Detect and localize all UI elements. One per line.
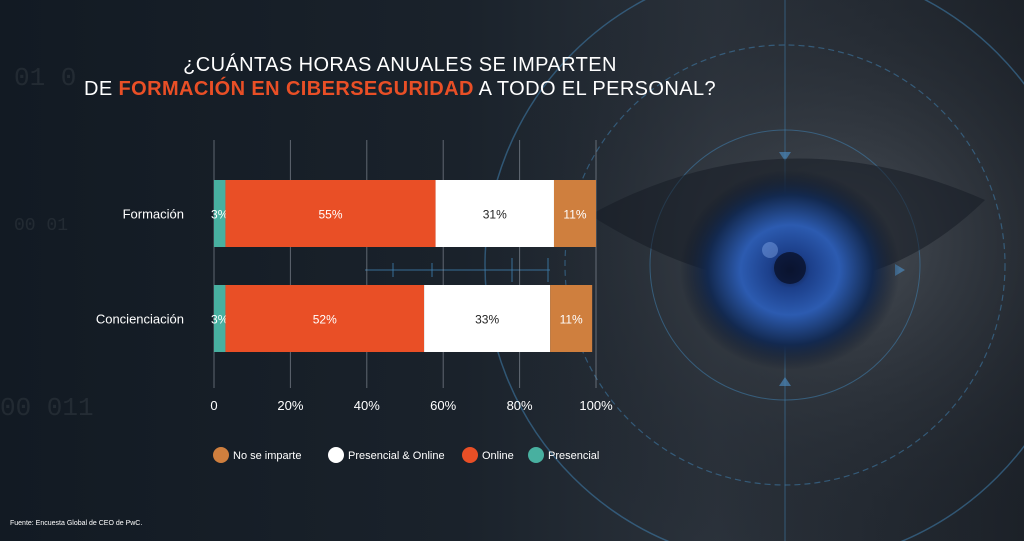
data-label: 11% — [563, 208, 586, 222]
digits-row-2: 00 01 — [14, 216, 68, 236]
title-highlight: FORMACIÓN EN CIBERSEGURIDAD — [118, 78, 474, 100]
bar-segment — [214, 285, 226, 352]
title-prefix: DE — [84, 78, 119, 100]
legend-swatch — [213, 447, 229, 463]
legend-label: Presencial — [548, 450, 599, 462]
pupil — [774, 252, 806, 284]
hud-overlay — [365, 0, 1024, 541]
x-tick-label: 60% — [430, 398, 456, 413]
bar-segment — [553, 180, 596, 247]
digits-row-1: 01 0 — [14, 63, 76, 93]
x-tick-label: 20% — [277, 398, 303, 413]
x-tick-label: 40% — [354, 398, 380, 413]
bar-segment — [225, 180, 436, 247]
legend-swatch — [462, 447, 478, 463]
chart-title-line-1: ¿CUÁNTAS HORAS ANUALES SE IMPARTEN — [183, 54, 617, 76]
bar-segment — [550, 285, 593, 352]
eye-illustration — [590, 158, 985, 370]
data-label: 3% — [211, 208, 229, 222]
hud-outer-ring — [484, 0, 1024, 541]
bar-segment — [435, 180, 554, 247]
eye-highlight — [762, 242, 778, 258]
source-note: Fuente: Encuesta Global de CEO de PwC. — [10, 520, 143, 527]
x-tick-label: 80% — [507, 398, 533, 413]
data-label: 55% — [318, 208, 342, 222]
chart-title-line-2: DE FORMACIÓN EN CIBERSEGURIDAD A TODO EL… — [0, 78, 800, 101]
data-label: 3% — [211, 313, 229, 327]
legend-label: Presencial & Online — [348, 450, 445, 462]
data-label: 33% — [475, 313, 499, 327]
category-label: Concienciación — [96, 312, 184, 327]
bar-segment — [424, 285, 551, 352]
legend-swatch — [328, 447, 344, 463]
stacked-bar-chart: 0 20% 40% 60% 80% 100% Formación 3% 55% 31% 11% Con… — [96, 140, 613, 463]
data-label: 52% — [313, 313, 337, 327]
hud-arrow-bottom — [779, 377, 791, 386]
title-suffix: A TODO EL PERSONAL? — [473, 78, 716, 100]
hud-arrow-top — [779, 152, 791, 161]
background-digits: 01 0 00 01 00 011 — [0, 63, 94, 423]
legend-swatch — [528, 447, 544, 463]
category-label: Formación — [123, 207, 184, 222]
data-label: 11% — [560, 313, 583, 327]
x-tick-label: 0 — [210, 398, 217, 413]
x-tick-label: 100% — [579, 398, 613, 413]
bar-segment — [214, 180, 226, 247]
digits-row-3: 00 011 — [0, 393, 94, 423]
data-label: 31% — [483, 208, 507, 222]
legend-label: No se imparte — [233, 450, 301, 462]
bar-segment — [225, 285, 425, 352]
legend-label: Online — [482, 450, 514, 462]
